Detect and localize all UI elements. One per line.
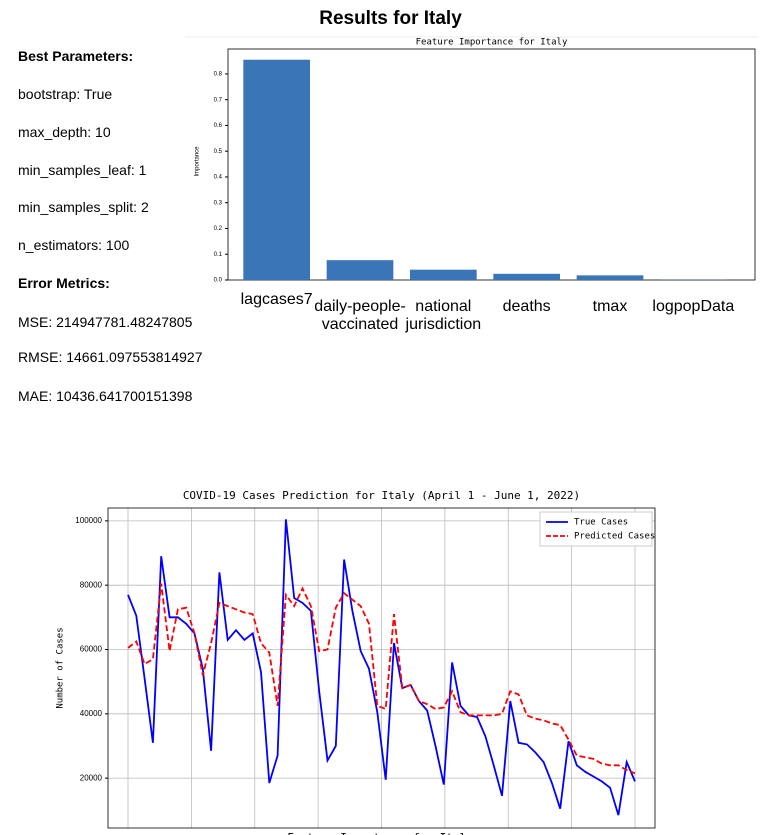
y-axis-label: Importance (195, 146, 201, 177)
y-axis-label: Number of Cases (56, 627, 66, 708)
series-line (127, 519, 636, 816)
y-tick-label: 100000 (75, 516, 102, 525)
line-chart-title: COVID-19 Cases Prediction for Italy (Apr… (183, 489, 580, 502)
parameter: max_depth: 10 (18, 124, 111, 140)
x-tick-label: lagcases7 (240, 291, 313, 308)
metric: MSE: 214947781.48247805 (18, 314, 193, 330)
bar (410, 269, 477, 280)
legend-label: True Cases (574, 518, 628, 528)
parameter: min_samples_split: 2 (18, 199, 149, 215)
x-tick-label: daily-people-vaccinated (314, 298, 406, 333)
page-title: Results for Italy (319, 8, 462, 29)
y-tick-label: 0.3 (214, 200, 223, 206)
x-tick-label: logpopData (652, 298, 735, 315)
x-tick-label: tmax (592, 298, 628, 315)
parameter: bootstrap: True (18, 86, 113, 102)
x-tick-label: national jurisdiction (405, 298, 482, 333)
series-line (127, 583, 636, 775)
parameter: n_estimators: 100 (18, 237, 130, 253)
cropped-title: Feature Importance for Italy (287, 831, 473, 835)
y-tick-label: 0.8 (214, 71, 223, 77)
metric: RMSE: 14661.097553814927 (18, 349, 203, 365)
bar-chart-title: Feature Importance for Italy (416, 38, 568, 48)
x-tick-label: deaths (502, 298, 551, 315)
y-tick-label: 0.6 (214, 123, 223, 129)
y-tick-label: 40000 (80, 709, 103, 718)
y-tick-label: 0.7 (214, 97, 223, 103)
y-tick-label: 60000 (80, 645, 103, 654)
y-tick-label: 0.5 (214, 149, 223, 155)
plot-frame (107, 507, 656, 829)
parameters-heading: Best Parameters: (18, 48, 134, 64)
plot-frame (227, 48, 756, 281)
y-tick-label: 20000 (80, 773, 103, 782)
bar (243, 59, 310, 280)
legend: True Cases Predicted Cases (539, 511, 655, 547)
bar (493, 273, 560, 280)
y-tick-label: 0.0 (214, 278, 223, 284)
y-tick-label: 0.4 (214, 175, 223, 181)
metrics-heading: Error Metrics: (18, 275, 110, 291)
legend-label: Predicted Cases (574, 532, 655, 542)
bar (576, 275, 644, 280)
parameter: min_samples_leaf: 1 (18, 162, 147, 178)
metric: MAE: 10436.641700151398 (18, 388, 193, 404)
legend-box (539, 511, 653, 547)
y-tick-label: 0.1 (214, 252, 223, 258)
y-tick-label: 0.2 (214, 226, 223, 232)
y-tick-label: 80000 (80, 580, 103, 589)
bar (326, 260, 394, 280)
